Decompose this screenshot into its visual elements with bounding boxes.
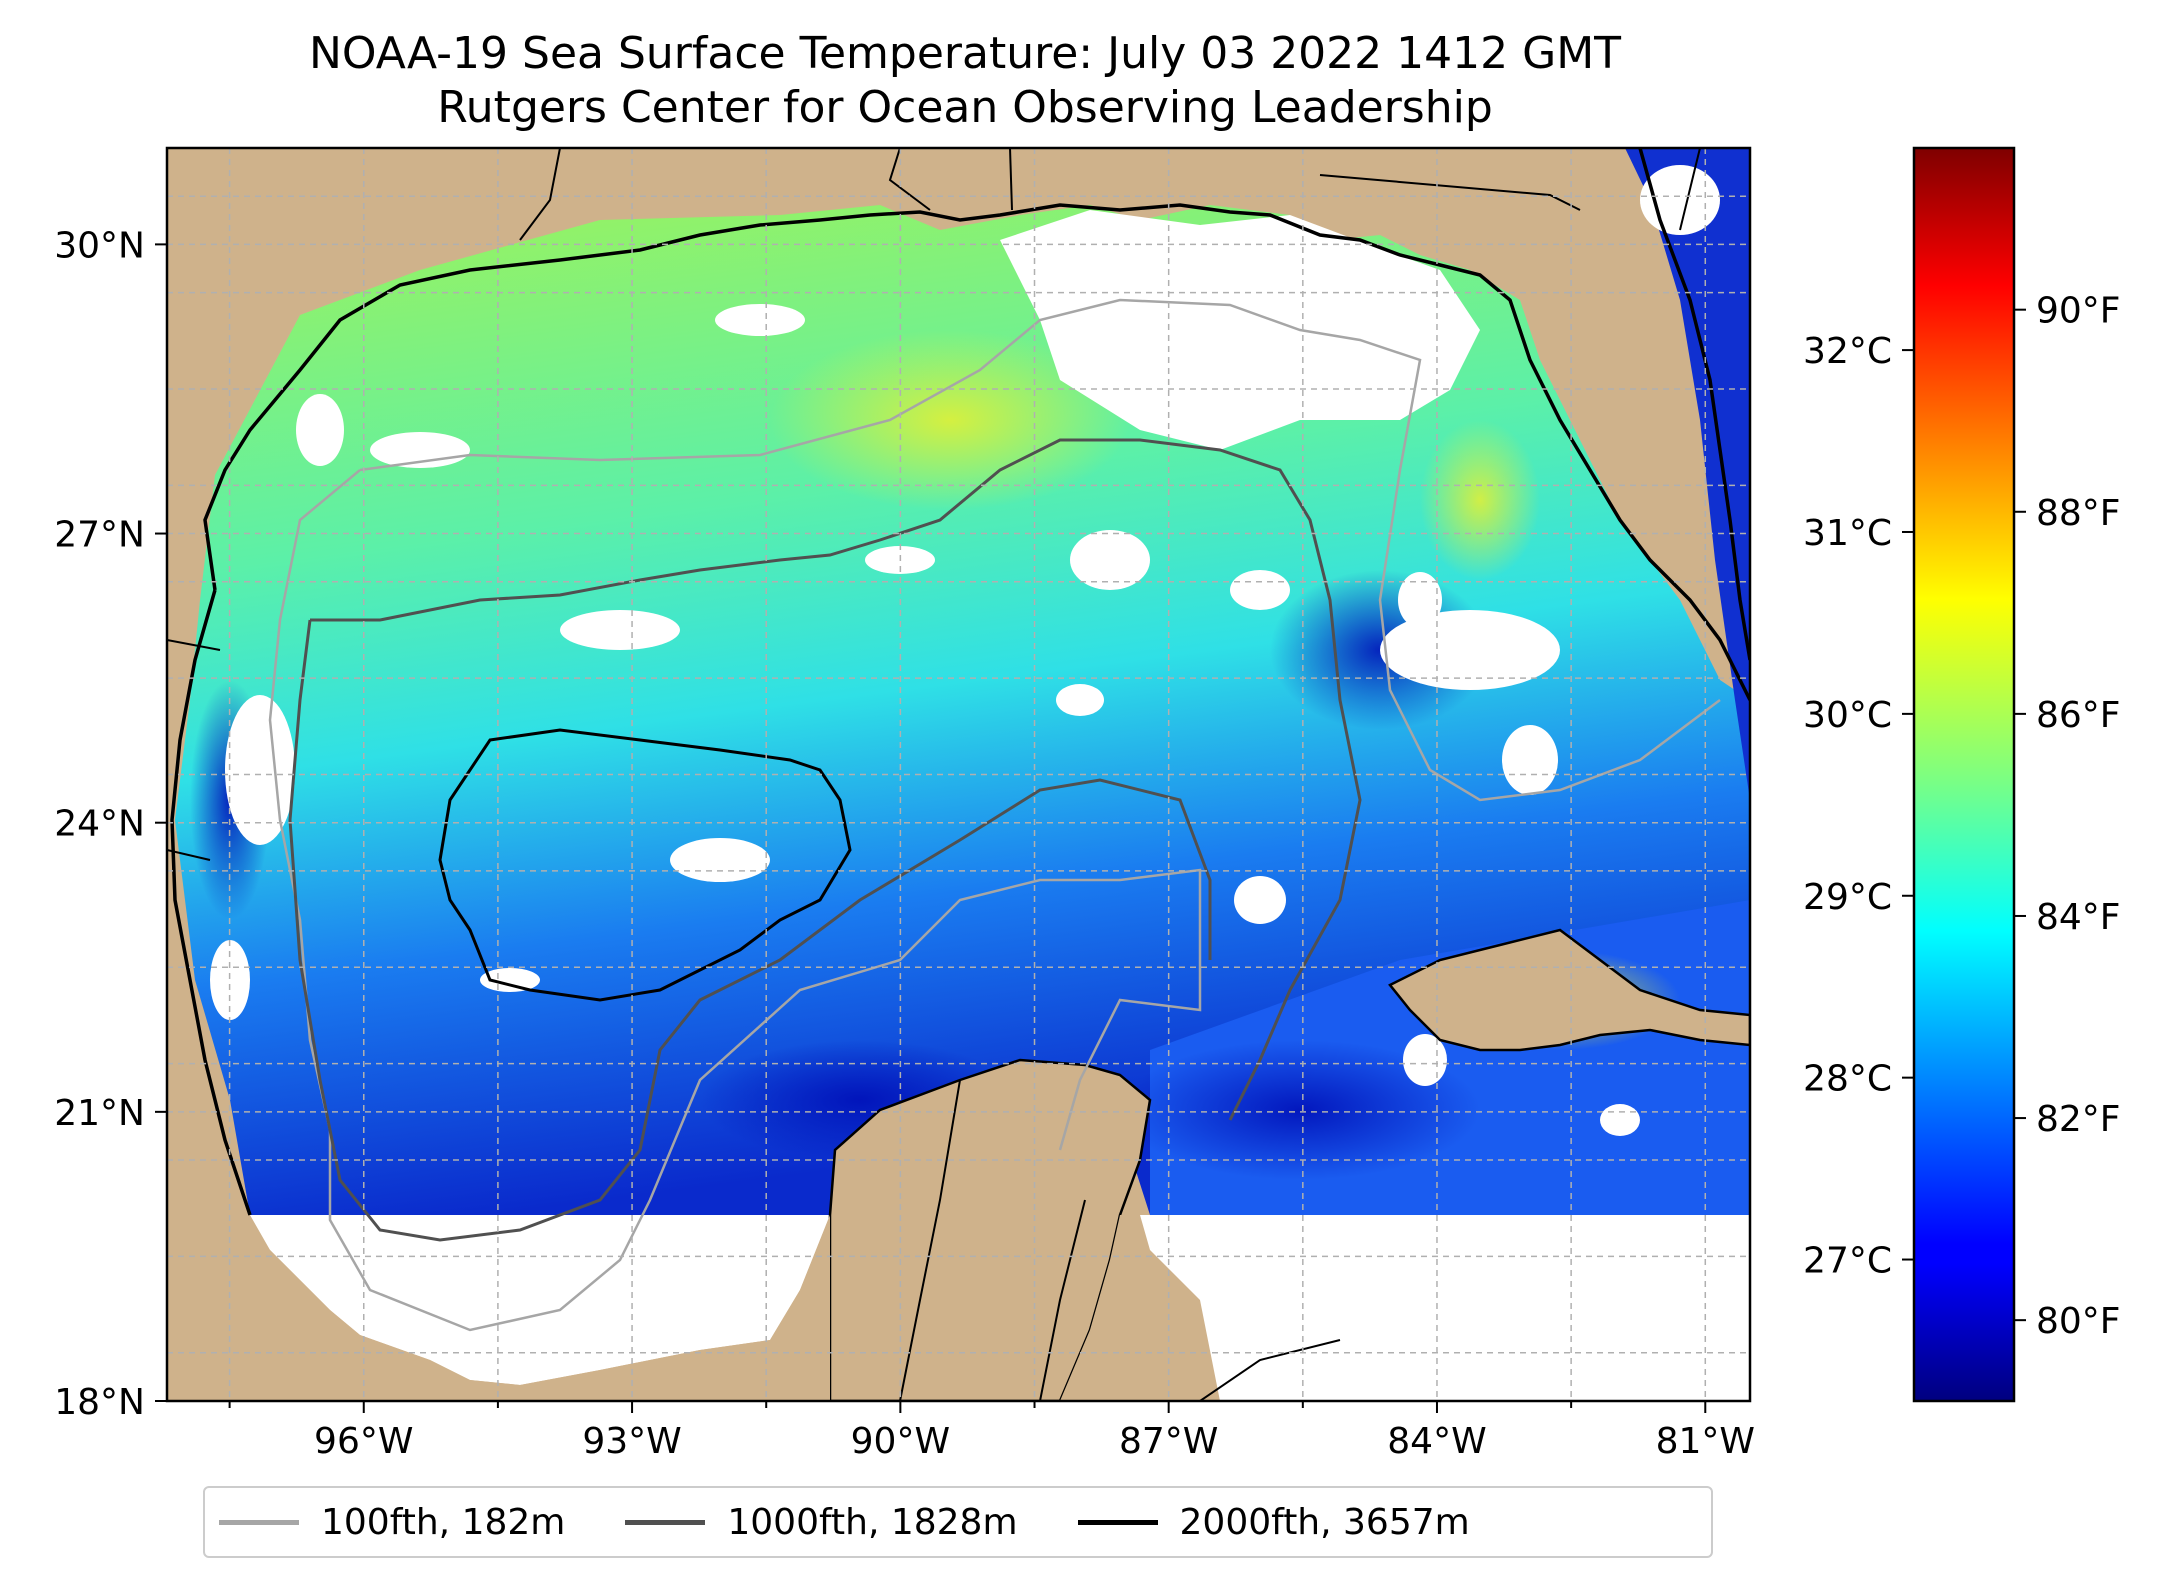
colorbar-axes: 90°F 88°F 86°F 84°F 82°F 80°F 32°C 31°C 30°C 29°C… [1803,291,2120,1342]
colorbar [1912,146,2016,1403]
colorbar-c-label: 27°C [1803,1241,1892,1282]
y-tick-label: 30°N [54,225,145,266]
legend-swatch [1077,1519,1158,1525]
atlantic-sst-field [1625,148,1750,800]
chart-subtitle: Rutgers Center for Ocean Observing Leade… [437,82,1493,133]
colorbar-c-label: 32°C [1803,331,1892,372]
x-tick-label: 84°W [1387,1421,1486,1462]
chart-title: NOAA-19 Sea Surface Temperature: July 03… [308,28,1622,79]
y-tick-label: 27°N [54,515,145,556]
mexico-south-land [167,1215,830,1401]
cold-patch [1120,1040,1480,1180]
map-axes: 96°W 93°W 90°W 87°W 84°W 81°W 30°N 27°N 24°N 21°N… [54,225,1755,1462]
florida-atlantic-coast [1638,148,1750,661]
legend-item-100fth: 100fth, 182m [219,1502,565,1543]
warm-patch [770,330,1130,510]
legend-label: 100fth, 182m [321,1501,566,1543]
y-tick-label: 18°N [54,1382,145,1423]
colorbar-f-label: 86°F [2036,695,2121,736]
colorbar-f-label: 88°F [2036,493,2121,534]
colorbar-c-label: 31°C [1803,513,1892,554]
legend-item-1000fth: 1000fth, 1828m [625,1501,1018,1543]
caribbean-coast-land [1060,1215,1220,1401]
colorbar-c-label: 29°C [1803,877,1892,918]
legend-label: 1000fth, 1828m [727,1501,1018,1543]
legend-item-2000fth: 2000fth, 3657m [1077,1501,1470,1543]
contour-1000fth [288,438,1362,1242]
legend-swatch [625,1519,706,1525]
colorbar-f-label: 90°F [2036,291,2121,332]
colorbar-f-label: 80°F [2036,1301,2121,1342]
map-frame [165,146,1752,1403]
legend-label: 2000fth, 3657m [1179,1501,1470,1543]
map-plot-area [167,148,1750,1401]
colorbar-c-label: 30°C [1803,695,1892,736]
x-tick-label: 93°W [582,1421,681,1462]
warm-patch [1420,420,1540,580]
cuba-land [1388,928,1750,1052]
y-tick-label: 24°N [54,804,145,845]
gulf-sst-field [175,205,1750,1215]
x-tick-label: 96°W [314,1421,413,1462]
x-tick-label: 81°W [1656,1421,1755,1462]
contour-100fth [268,298,1721,1332]
mexico-coastline [170,589,252,1216]
coastline [203,203,1750,701]
political-borders [167,148,1701,1401]
y-tick-label: 21°N [54,1093,145,1134]
x-tick-label: 90°W [851,1421,950,1462]
colorbar-f-label: 84°F [2036,897,2121,938]
colorbar-c-label: 28°C [1803,1059,1892,1100]
contour-2000fth [438,728,852,1002]
x-tick-label: 87°W [1119,1421,1218,1462]
legend-swatch [219,1519,299,1525]
legend: 100fth, 182m 1000fth, 1828m 2000fth, 365… [203,1486,1713,1558]
colorbar-f-label: 82°F [2036,1099,2121,1140]
cloud-mask [210,165,1750,1401]
